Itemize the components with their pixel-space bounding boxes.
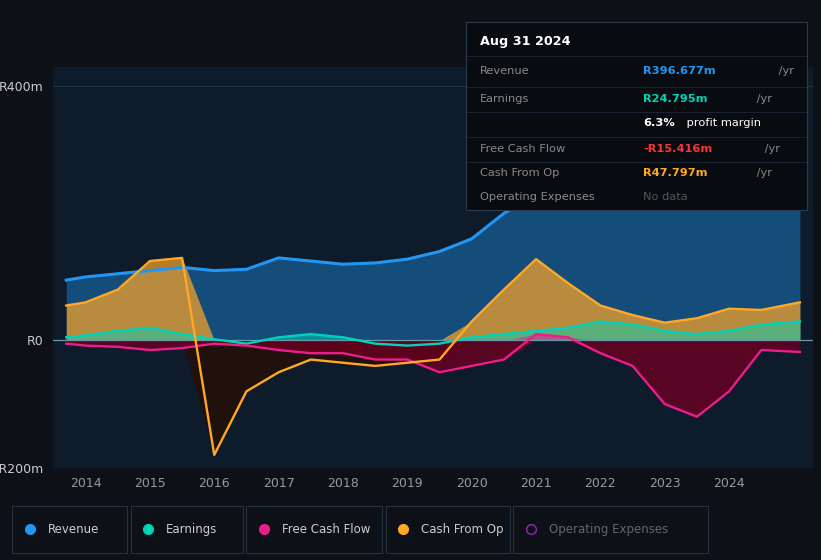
Text: /yr: /yr (761, 144, 780, 154)
Text: 6.3%: 6.3% (644, 118, 675, 128)
Text: Cash From Op: Cash From Op (421, 522, 503, 536)
Text: Earnings: Earnings (166, 522, 218, 536)
Bar (246, 506, 383, 553)
Text: -R15.416m: -R15.416m (644, 144, 713, 154)
Bar (513, 506, 709, 553)
Text: Free Cash Flow: Free Cash Flow (480, 144, 565, 154)
Text: R396.677m: R396.677m (644, 66, 716, 76)
Text: Aug 31 2024: Aug 31 2024 (480, 35, 571, 48)
Text: No data: No data (644, 192, 688, 202)
Text: /yr: /yr (753, 94, 772, 104)
Text: Revenue: Revenue (480, 66, 530, 76)
Text: R47.797m: R47.797m (644, 169, 708, 179)
Text: R24.795m: R24.795m (644, 94, 708, 104)
Text: Operating Expenses: Operating Expenses (549, 522, 668, 536)
Bar (131, 506, 243, 553)
Bar (12, 506, 127, 553)
Text: Earnings: Earnings (480, 94, 530, 104)
Bar (386, 506, 511, 553)
Text: Cash From Op: Cash From Op (480, 169, 559, 179)
Text: Revenue: Revenue (48, 522, 99, 536)
Text: profit margin: profit margin (683, 118, 761, 128)
Text: /yr: /yr (753, 169, 772, 179)
Text: Free Cash Flow: Free Cash Flow (282, 522, 370, 536)
Text: /yr: /yr (775, 66, 794, 76)
Text: Operating Expenses: Operating Expenses (480, 192, 594, 202)
